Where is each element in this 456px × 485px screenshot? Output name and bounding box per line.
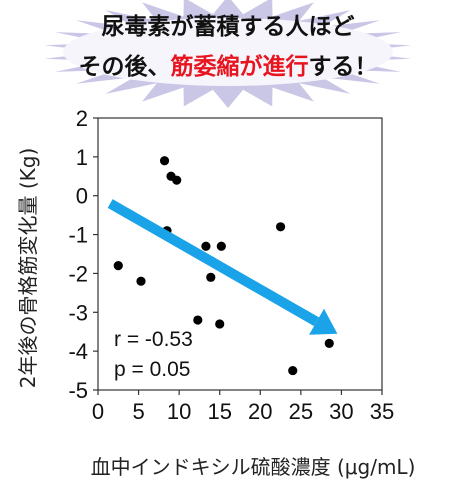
data-point (136, 276, 146, 286)
data-point (193, 315, 203, 325)
y-axis-title: 2年後の骨格筋変化量 (Kg) (16, 148, 40, 389)
x-tick-label: 15 (207, 399, 231, 424)
data-point (113, 261, 123, 271)
data-point (288, 365, 298, 376)
data-point (172, 175, 182, 185)
x-tick-label: 25 (289, 399, 313, 424)
y-tick-label: 1 (76, 145, 88, 170)
headline-line-2-prefix: その後、 (79, 53, 171, 80)
data-point (201, 241, 211, 251)
y-tick-label: -2 (68, 261, 88, 286)
trend-arrow-shaft (107, 199, 320, 327)
data-point (206, 272, 216, 282)
y-tick-label: 0 (76, 184, 88, 209)
y-tick-label: -4 (68, 339, 88, 364)
trend-arrow-head (309, 308, 338, 335)
data-point (159, 156, 170, 166)
starburst-background (44, 0, 412, 108)
x-tick-label: 10 (167, 399, 191, 424)
x-tick-label: 0 (92, 399, 104, 424)
data-point (216, 241, 226, 251)
p-annotation: p = 0.05 (114, 358, 190, 381)
data-point (215, 319, 225, 329)
data-point (324, 338, 334, 348)
r-annotation: r = -0.53 (114, 328, 193, 351)
headline-line-2: その後、筋委縮が進行する！ (79, 53, 378, 80)
trend-arrow (107, 199, 338, 335)
y-tick-label: -5 (68, 378, 88, 403)
x-axis-title: 血中インドキシル硫酸濃度 (μg/mL) (91, 455, 416, 479)
y-tick-label: -1 (68, 223, 88, 248)
x-tick-label: 5 (132, 399, 144, 424)
y-tick-label: 2 (76, 106, 88, 131)
headline-line-1: 尿毒素が蓄積する人ほど (102, 13, 355, 40)
data-point (275, 222, 286, 232)
starburst-core (63, 18, 393, 86)
x-tick-label: 35 (370, 399, 394, 424)
headline-line-2-highlight: 筋委縮が進行 (171, 53, 309, 80)
x-tick-label: 30 (329, 399, 353, 424)
plot-area (97, 117, 383, 391)
x-tick-label: 20 (248, 399, 272, 424)
y-tick-label: -3 (68, 300, 88, 325)
headline-line-2-suffix: する！ (309, 54, 378, 80)
